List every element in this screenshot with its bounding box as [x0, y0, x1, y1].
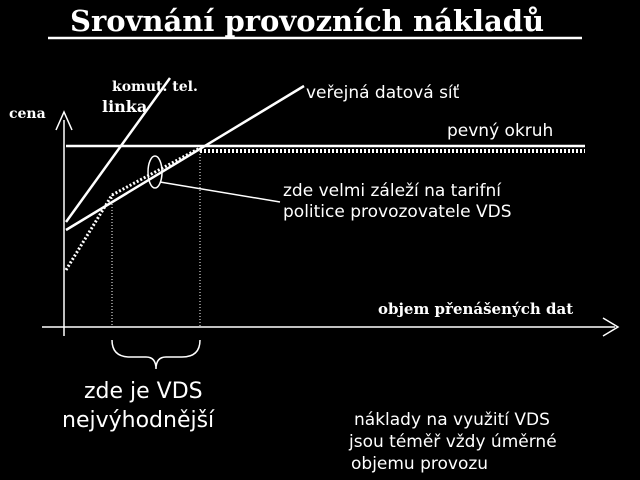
y-axis-label: cena [9, 106, 46, 122]
tariff-pointer-line [159, 181, 281, 203]
page-title: Srovnání provozních nákladů [70, 4, 544, 38]
best-zone-line-2: nejvýhodnější [62, 408, 215, 433]
switched-phone-line [64, 77, 172, 223]
public-data-network-label: veřejná datová síť [306, 83, 460, 103]
envelope-segment-vds [111, 146, 201, 197]
public-data-network-line [65, 84, 305, 232]
cost-note-line-2: jsou téměř vždy úměrné [348, 432, 557, 452]
tariff-note-line-1: zde velmi záleží na tarifní [283, 181, 502, 201]
x-axis-arrow [602, 317, 620, 337]
y-axis-arrow [55, 110, 73, 131]
x-axis-label: objem přenášených dat [378, 300, 573, 318]
envelope-segment-phone [64, 194, 114, 271]
tariff-highlight-ellipse [147, 155, 163, 189]
leased-line-label: pevný okruh [447, 121, 553, 141]
switched-phone-label-1: komut. tel. [112, 79, 198, 95]
tariff-note-line-2: politice provozovatele VDS [283, 202, 512, 222]
cost-note-line-1: náklady na využití VDS [354, 410, 550, 430]
switched-phone-label-2: linka [102, 97, 147, 116]
vds-zone-brace [111, 339, 201, 370]
cost-note-line-3: objemu provozu [351, 454, 488, 474]
best-zone-line-1: zde je VDS [84, 379, 203, 404]
